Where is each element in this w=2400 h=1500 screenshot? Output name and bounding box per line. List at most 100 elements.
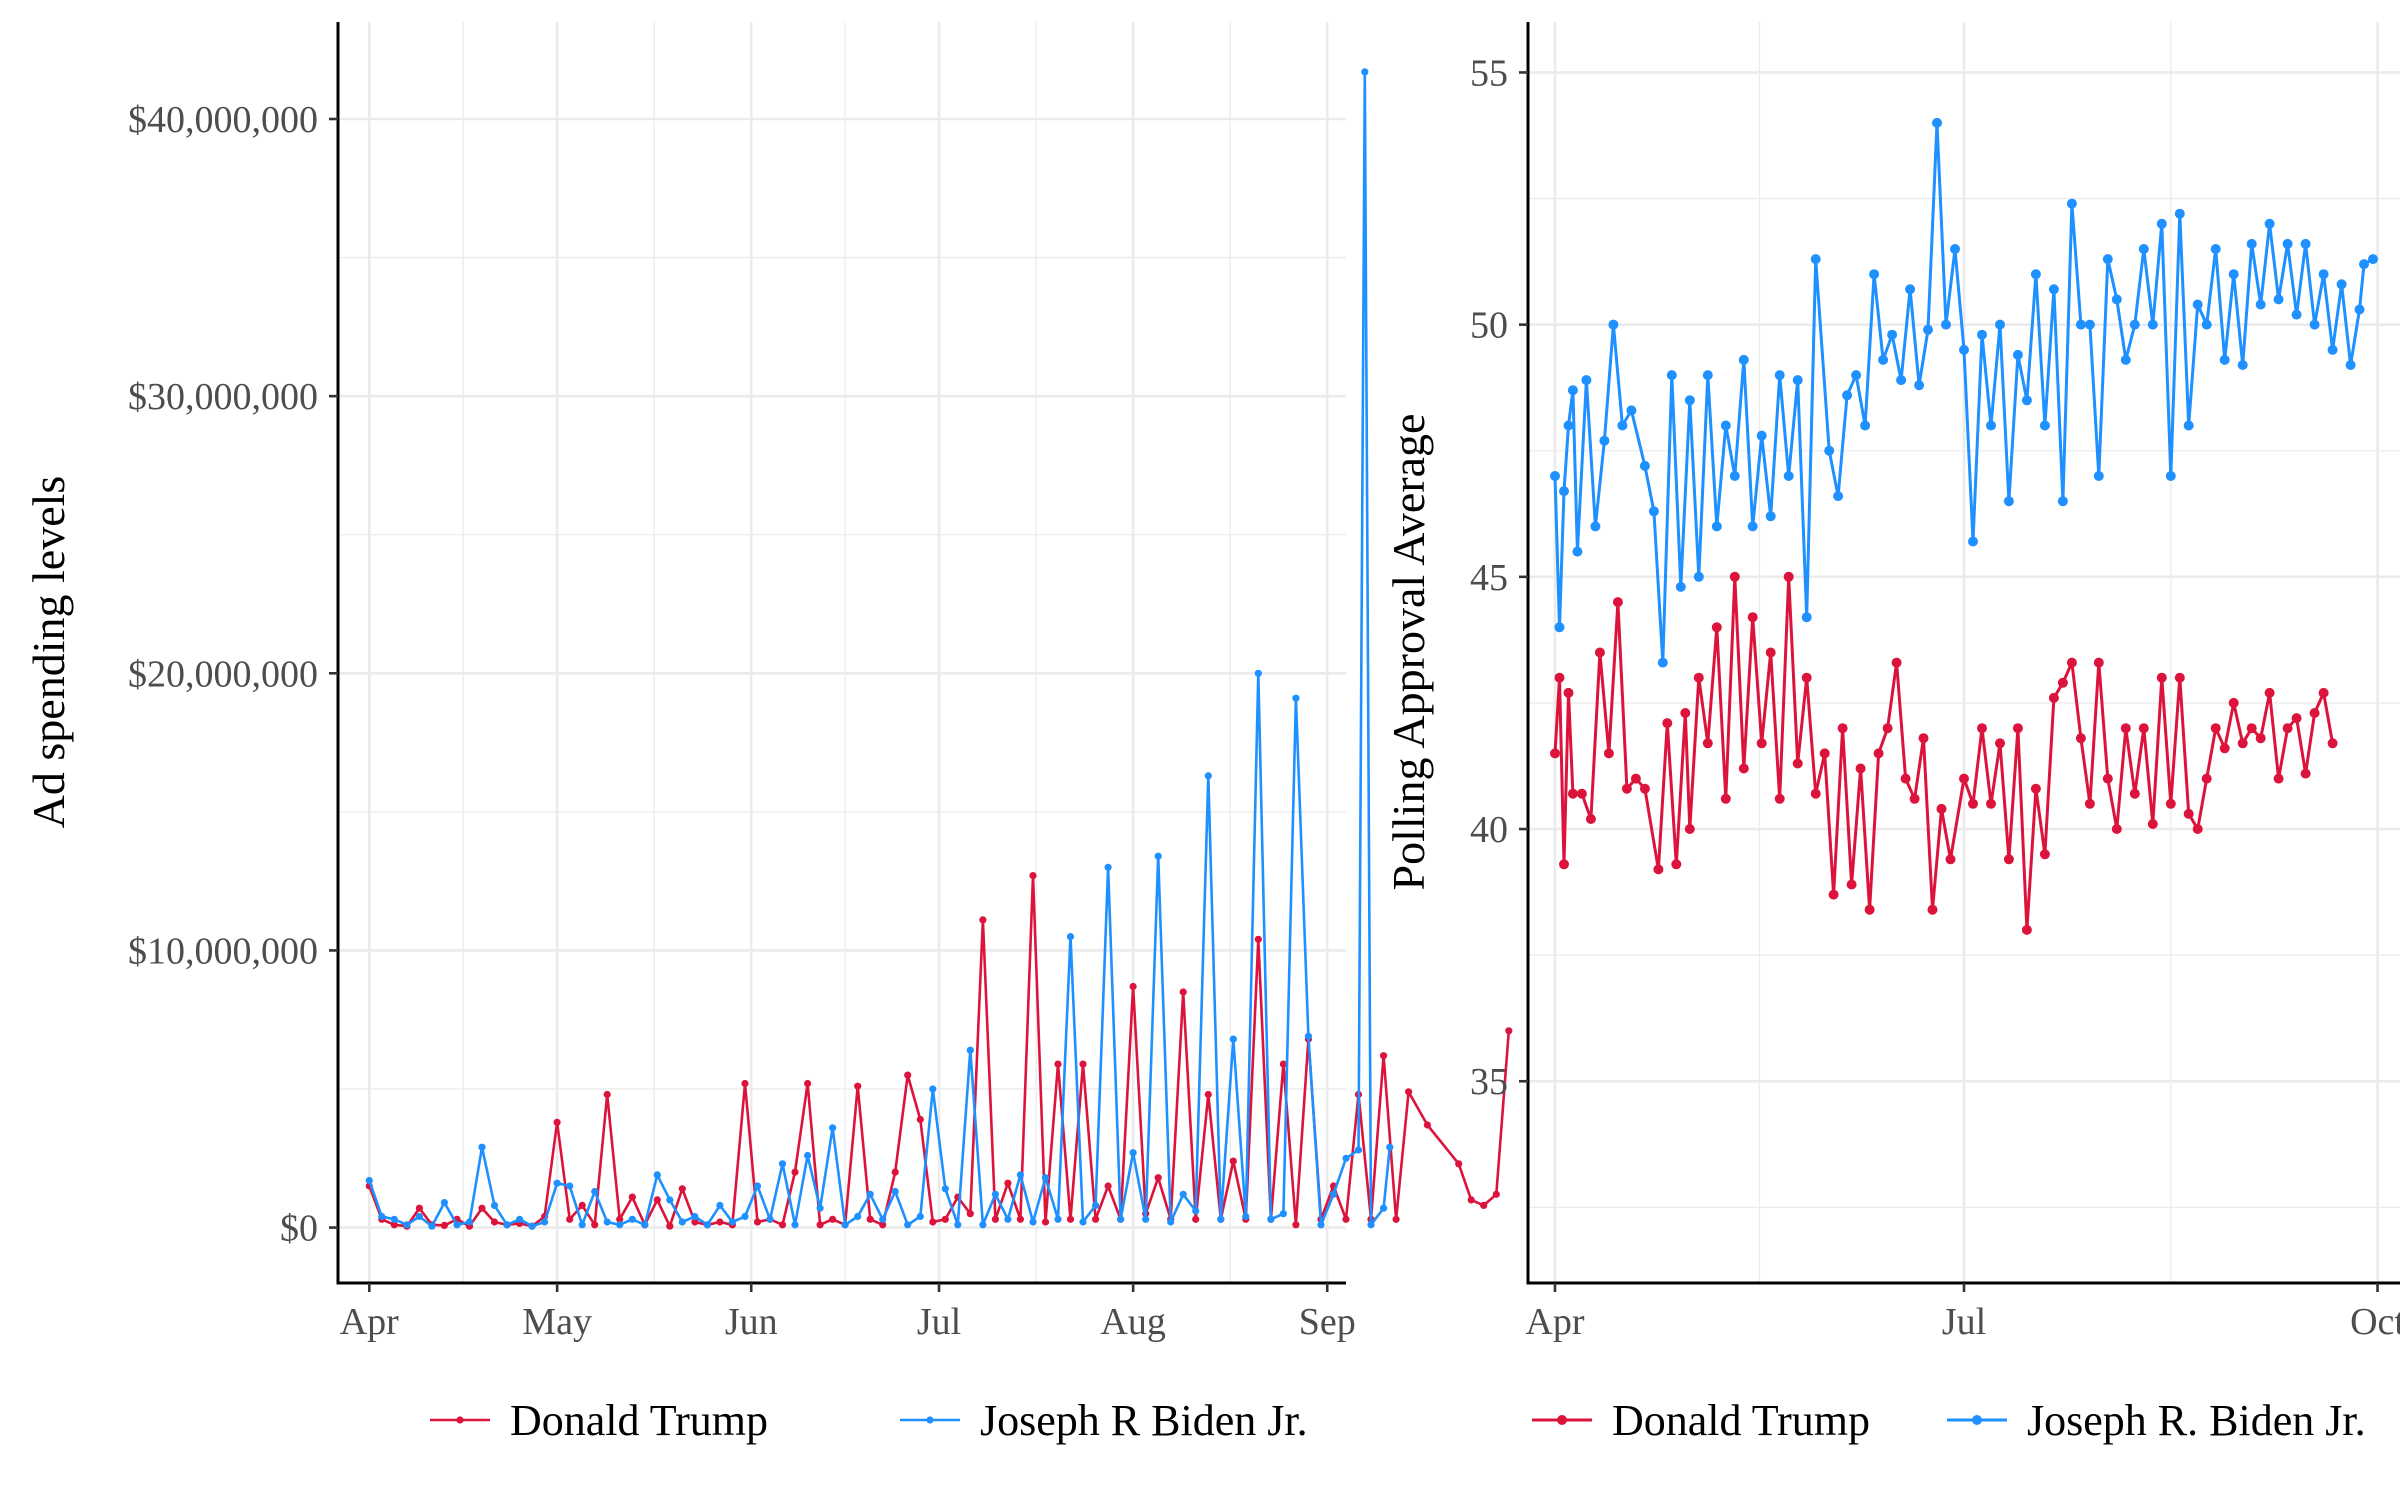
polling-biden-point (2112, 294, 2122, 304)
polling-trump-point (2076, 733, 2086, 743)
ad-spending-biden-point (1067, 933, 1074, 940)
ad-spending-biden-point (1004, 1216, 1011, 1223)
polling-trump-point (1712, 622, 1722, 632)
polling-biden-point (2256, 300, 2266, 310)
polling-y-tick-label: 40 (1470, 809, 1508, 851)
ad-spending-biden-point (1192, 1207, 1199, 1214)
polling-trump-point (1604, 748, 1614, 758)
ad-spending-y-tick-label: $30,000,000 (128, 376, 318, 418)
polling-biden-point (1685, 395, 1695, 405)
ad-spending-trump-point (804, 1080, 811, 1087)
ad-spending-biden-point (541, 1218, 548, 1225)
ad-spending-trump-point (1054, 1061, 1061, 1068)
polling-biden-point (2130, 320, 2140, 330)
polling-trump-point (1937, 804, 1947, 814)
polling-biden-point (2139, 244, 2149, 254)
ad-spending-trump-point (1424, 1121, 1431, 1128)
polling-trump-point (1622, 784, 1632, 794)
ad-spending-biden-point (1361, 68, 1368, 75)
polling-biden-legend-item: Joseph R. Biden Jr. (1947, 1396, 2366, 1445)
polling-trump-point (1613, 597, 1623, 607)
ad-spending-biden-point (1292, 695, 1299, 702)
ad-spending-biden-point (1105, 864, 1112, 871)
polling-biden-point (2319, 269, 2329, 279)
ad-spending-trump-point (654, 1196, 661, 1203)
ad-spending-biden-point (729, 1218, 736, 1225)
ad-spending-axes (329, 22, 1346, 1292)
ad-spending-biden-point (604, 1218, 611, 1225)
ad-spending-major-grid (338, 22, 1346, 1283)
ad-spending-biden-point (704, 1221, 711, 1228)
polling-biden-point (2229, 269, 2239, 279)
polling-trump-point (1577, 789, 1587, 799)
polling-trump-point (2004, 854, 2014, 864)
ad-spending-trump-point (817, 1221, 824, 1228)
polling-trump-point (2022, 925, 2032, 935)
polling-biden-point (1766, 511, 1776, 521)
polling-biden-point (1896, 375, 1906, 385)
polling-x-tick-label: Jul (1942, 1301, 1986, 1343)
polling-trump-point (1968, 799, 1978, 809)
ad-spending-biden-point (1029, 1218, 1036, 1225)
polling-biden-point (1986, 421, 1996, 431)
ad-spending-trump-point (1380, 1052, 1387, 1059)
polling-biden-point (2202, 320, 2212, 330)
polling-trump-point (2049, 693, 2059, 703)
ad-spending-trump-point (1405, 1088, 1412, 1095)
ad-spending-biden-point (1330, 1191, 1337, 1198)
polling-biden-point (2328, 345, 2338, 355)
ad-spending-trump-point (491, 1218, 498, 1225)
ad-spending-biden-point (1386, 1144, 1393, 1151)
ad-spending-biden-point (854, 1213, 861, 1220)
polling-trump-point (2283, 723, 2293, 733)
ad-spending-biden-point (1142, 1216, 1149, 1223)
polling-biden-point (1550, 471, 1560, 481)
ad-spending-biden-point (428, 1223, 435, 1230)
polling-trump-point (1680, 708, 1690, 718)
polling-biden-point (1572, 547, 1582, 557)
polling-trump-point (1550, 748, 1560, 758)
ad-spending-y-tick-label: $20,000,000 (128, 653, 318, 695)
polling-trump-line (1555, 577, 2333, 930)
polling-biden-point (2049, 284, 2059, 294)
polling-trump-point (1919, 733, 1929, 743)
polling-trump-point (2202, 774, 2212, 784)
ad-spending-trump-legend-label: Donald Trump (510, 1396, 768, 1445)
polling-biden-legend-label: Joseph R. Biden Jr. (2027, 1396, 2366, 1445)
ad-spending-biden-point (1305, 1033, 1312, 1040)
ad-spending-trump-point (929, 1218, 936, 1225)
ad-spending-biden-point (478, 1144, 485, 1151)
ad-spending-trump-point (1180, 988, 1187, 995)
polling-trump-point (2067, 658, 2077, 668)
polling-legend: Donald Trump Joseph R. Biden Jr. (1532, 1396, 2366, 1445)
polling-trump-point (2310, 708, 2320, 718)
polling-biden-point (1932, 118, 1942, 128)
polling-trump-point (1568, 789, 1578, 799)
polling-trump-point (1811, 789, 1821, 799)
polling-trump-point (2238, 738, 2248, 748)
polling-biden-point (1757, 431, 1767, 441)
polling-biden-point (2013, 350, 2023, 360)
polling-biden-point (1748, 521, 1758, 531)
ad-spending-biden-point (1092, 1202, 1099, 1209)
polling-trump-point (1829, 890, 1839, 900)
polling-biden-point (2368, 254, 2378, 264)
polling-biden-point (1995, 320, 2005, 330)
polling-trump-point (1901, 774, 1911, 784)
polling-biden-point (2283, 239, 2293, 249)
ad-spending-biden-point (817, 1205, 824, 1212)
ad-spending-biden-point (779, 1160, 786, 1167)
ad-spending-trump-point (1029, 872, 1036, 879)
polling-trump-point (2292, 713, 2302, 723)
polling-y-tick-label: 45 (1470, 557, 1508, 599)
ad-spending-trump-point (629, 1194, 636, 1201)
ad-spending-trump-point (1493, 1191, 1500, 1198)
polling-trump-point (1730, 572, 1740, 582)
polling-trump-legend-marker (1557, 1415, 1567, 1425)
polling-biden-point (1833, 491, 1843, 501)
polling-trump-point (2112, 824, 2122, 834)
polling-biden-point (1649, 506, 1659, 516)
polling-trump-point (2139, 723, 2149, 733)
ad-spending-trump-point (1480, 1202, 1487, 1209)
